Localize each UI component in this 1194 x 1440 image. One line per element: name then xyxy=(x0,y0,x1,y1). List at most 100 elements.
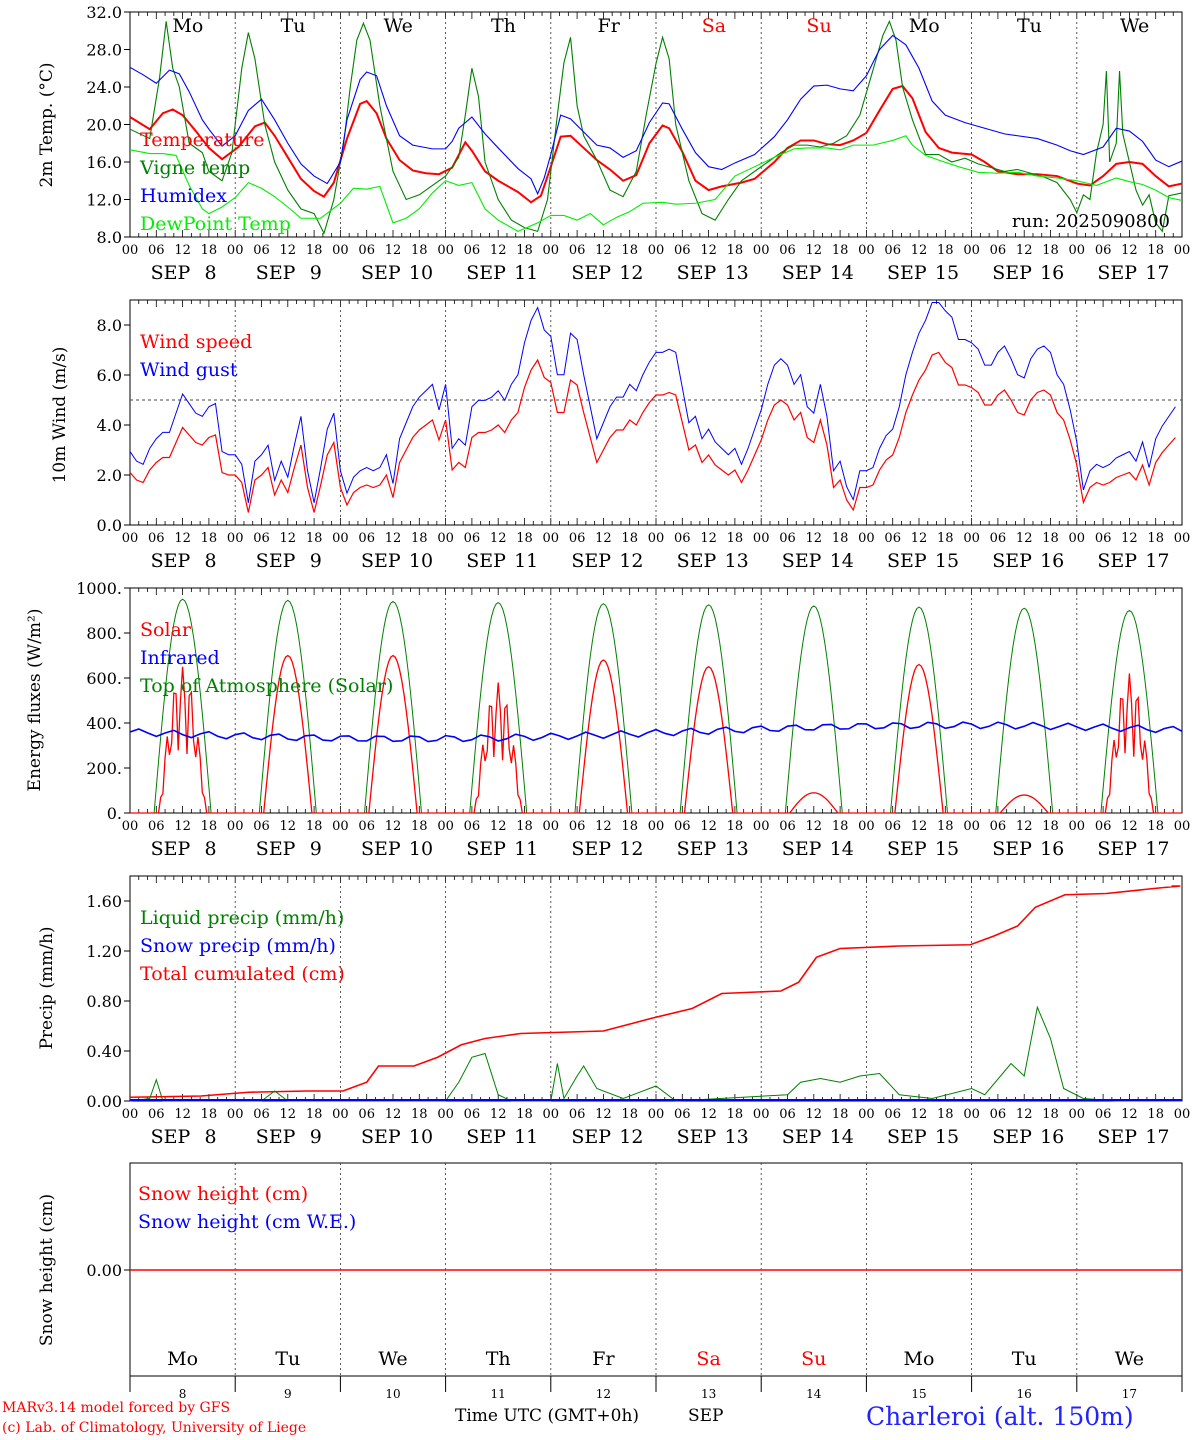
date-month-label: SEP xyxy=(361,1126,401,1148)
dow-label-top: Su xyxy=(806,15,831,37)
hour-tick-label: 00 xyxy=(858,1107,875,1122)
hour-tick-label: 06 xyxy=(884,243,901,258)
hour-tick-label: 18 xyxy=(201,1107,218,1122)
legend-snow-precip: Snow precip (mm/h) xyxy=(140,935,336,957)
date-label-bottom: 11 xyxy=(491,1387,506,1401)
date-day-label: 15 xyxy=(935,838,959,860)
hour-tick-label: 06 xyxy=(990,531,1007,546)
hour-tick-label: 06 xyxy=(464,1107,481,1122)
run-label: run: 2025090800 xyxy=(1012,211,1170,232)
hour-tick-label: 12 xyxy=(490,243,507,258)
hour-tick-label: 12 xyxy=(1121,243,1138,258)
date-month-label: SEP xyxy=(992,262,1032,284)
legend-temperature: Temperature xyxy=(140,129,264,151)
date-month-label: SEP xyxy=(151,838,191,860)
date-month-label: SEP xyxy=(782,1126,822,1148)
series-line-wind-speed xyxy=(129,351,1176,513)
hour-tick-label: 00 xyxy=(963,531,980,546)
date-day-label: 16 xyxy=(1040,838,1064,860)
hour-tick-label: 18 xyxy=(411,819,428,834)
date-month-label: SEP xyxy=(1097,262,1137,284)
hour-tick-label: 18 xyxy=(937,243,954,258)
footer-credit-line: (c) Lab. of Climatology, University of L… xyxy=(2,1420,307,1436)
hour-tick-label: 12 xyxy=(700,531,717,546)
date-month-label: SEP xyxy=(887,1126,927,1148)
date-month-label: SEP xyxy=(256,1126,296,1148)
date-day-label: 8 xyxy=(205,550,217,572)
hour-tick-label: 06 xyxy=(990,819,1007,834)
dow-label-bottom: We xyxy=(378,1348,407,1370)
dow-label-top: Fr xyxy=(598,15,621,37)
date-day-label: 15 xyxy=(935,1126,959,1148)
hour-tick-label: 06 xyxy=(358,531,375,546)
hour-tick-label: 06 xyxy=(674,1107,691,1122)
legend-dewpoint-temp: DewPoint Temp xyxy=(140,213,291,235)
date-day-label: 16 xyxy=(1040,1126,1064,1148)
hour-tick-label: 18 xyxy=(621,1107,638,1122)
hour-tick-label: 00 xyxy=(753,1107,770,1122)
hour-tick-label: 18 xyxy=(306,531,323,546)
legend-humidex: Humidex xyxy=(140,185,227,207)
hour-tick-label: 18 xyxy=(1042,1107,1059,1122)
series-line-temperature xyxy=(129,84,1183,204)
y-tick-label: 0.00 xyxy=(86,1092,122,1111)
date-month-label: SEP xyxy=(887,550,927,572)
legend-liquid-precip: Liquid precip (mm/h) xyxy=(140,907,344,929)
hour-tick-label: 06 xyxy=(1095,1107,1112,1122)
date-month-label: SEP xyxy=(466,1126,506,1148)
hour-tick-label: 06 xyxy=(884,531,901,546)
hour-tick-label: 00 xyxy=(753,243,770,258)
date-day-label: 13 xyxy=(725,550,749,572)
hour-tick-label: 18 xyxy=(621,819,638,834)
y-tick-label: 600. xyxy=(86,669,122,688)
hour-tick-label: 18 xyxy=(621,531,638,546)
dow-label-top: Tu xyxy=(281,15,306,37)
hour-tick-label: 12 xyxy=(911,531,928,546)
date-month-label: SEP xyxy=(571,1126,611,1148)
hour-tick-label: 18 xyxy=(727,1107,744,1122)
hour-tick-label: 00 xyxy=(648,1107,665,1122)
y-tick-label: 20.0 xyxy=(86,116,122,135)
hour-tick-label: 06 xyxy=(148,819,165,834)
date-month-label: SEP xyxy=(466,550,506,572)
hour-tick-label: 12 xyxy=(806,1107,823,1122)
hour-tick-label: 12 xyxy=(1016,531,1033,546)
date-day-label: 16 xyxy=(1040,262,1064,284)
hour-tick-label: 12 xyxy=(1121,531,1138,546)
date-day-label: 17 xyxy=(1145,838,1169,860)
y-tick-label: 1.60 xyxy=(86,892,122,911)
date-month-label: SEP xyxy=(256,550,296,572)
hour-tick-label: 00 xyxy=(332,531,349,546)
dow-label-top: We xyxy=(1120,15,1149,37)
hour-tick-label: 06 xyxy=(674,531,691,546)
date-day-label: 14 xyxy=(830,262,854,284)
footer-time-axis-title: Time UTC (GMT+0h) xyxy=(455,1406,640,1426)
hour-tick-label: 18 xyxy=(306,1107,323,1122)
hour-tick-label: 18 xyxy=(411,531,428,546)
hour-tick-label: 06 xyxy=(464,531,481,546)
hour-tick-label: 12 xyxy=(1121,819,1138,834)
hour-tick-label: 00 xyxy=(858,531,875,546)
hour-tick-label: 12 xyxy=(1016,243,1033,258)
hour-tick-label: 00 xyxy=(1174,1107,1191,1122)
hour-tick-label: 12 xyxy=(174,531,191,546)
hour-tick-label: 12 xyxy=(1121,1107,1138,1122)
date-day-label: 12 xyxy=(619,838,643,860)
legend-total-cumulated: Total cumulated (cm) xyxy=(140,963,345,985)
hour-tick-label: 00 xyxy=(963,819,980,834)
date-day-label: 11 xyxy=(514,1126,538,1148)
hour-tick-label: 12 xyxy=(174,819,191,834)
hour-tick-label: 06 xyxy=(464,243,481,258)
series-line-toa-solar xyxy=(130,598,1182,814)
y-tick-label: 28.0 xyxy=(86,41,122,60)
hour-tick-label: 06 xyxy=(779,1107,796,1122)
date-month-label: SEP xyxy=(466,838,506,860)
hour-tick-label: 06 xyxy=(569,531,586,546)
hour-tick-label: 06 xyxy=(779,819,796,834)
hour-tick-label: 12 xyxy=(280,243,297,258)
panel-2: 00 06 12 18 00 06 12 18 00 06 12 18 00 06 12 18 00 06 12 18… xyxy=(122,299,1190,572)
hour-tick-label: 12 xyxy=(385,243,402,258)
hour-tick-label: 06 xyxy=(253,531,270,546)
hour-tick-label: 12 xyxy=(595,1107,612,1122)
date-month-label: SEP xyxy=(992,838,1032,860)
